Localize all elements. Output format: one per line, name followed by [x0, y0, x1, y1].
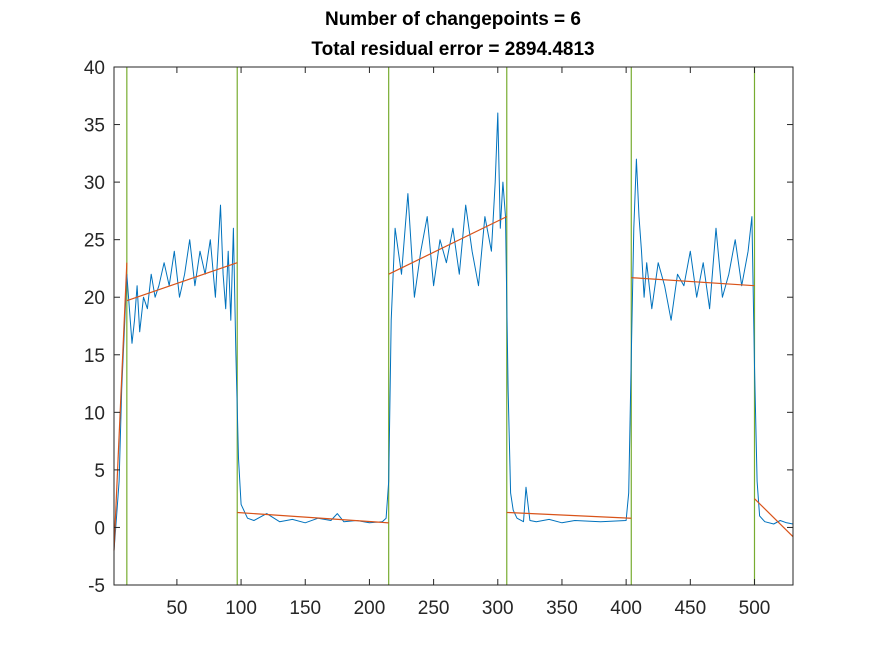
axes-box	[113, 66, 794, 586]
chart-title-line-2: Total residual error = 2894.4813	[311, 39, 594, 60]
y-tick-label-10: 10	[84, 403, 105, 424]
x-tick-label-200: 200	[354, 598, 386, 619]
signal-line	[113, 112, 794, 551]
y-tick-label--5: -5	[88, 576, 105, 597]
fit-segments	[113, 216, 794, 551]
fit-segment-1	[113, 262, 128, 551]
y-tick-label-30: 30	[84, 173, 105, 194]
plot-area-background	[114, 67, 793, 585]
y-tick-label-0: 0	[94, 518, 105, 539]
fit-segment-7	[754, 498, 794, 538]
x-tick-label-400: 400	[610, 598, 642, 619]
signal-series	[113, 112, 794, 551]
x-tick-label-100: 100	[225, 598, 257, 619]
y-tick-label-40: 40	[84, 58, 105, 79]
x-tick-label-500: 500	[739, 598, 771, 619]
y-tick-label-25: 25	[84, 231, 105, 252]
fit-segment-4	[388, 216, 508, 275]
fit-segment-2	[126, 262, 238, 302]
y-tick-label-35: 35	[84, 116, 105, 137]
fit-segment-5	[506, 511, 632, 519]
fit-segment-3	[237, 511, 389, 524]
x-tick-label-150: 150	[289, 598, 321, 619]
y-tick-label-5: 5	[94, 461, 105, 482]
x-tick-label-250: 250	[418, 598, 450, 619]
chart-title-line-1: Number of changepoints = 6	[325, 9, 581, 30]
x-tick-label-450: 450	[674, 598, 706, 619]
axes: 50 100 150 200 250 300 350 400 450 500 -5 0 5 10 15 20 2…	[84, 58, 794, 619]
y-tick-label-15: 15	[84, 346, 105, 367]
y-tick-label-20: 20	[84, 288, 105, 309]
x-tick-label-50: 50	[166, 598, 187, 619]
fit-segment-6	[631, 277, 755, 287]
x-tick-label-300: 300	[482, 598, 514, 619]
x-tick-label-350: 350	[546, 598, 578, 619]
